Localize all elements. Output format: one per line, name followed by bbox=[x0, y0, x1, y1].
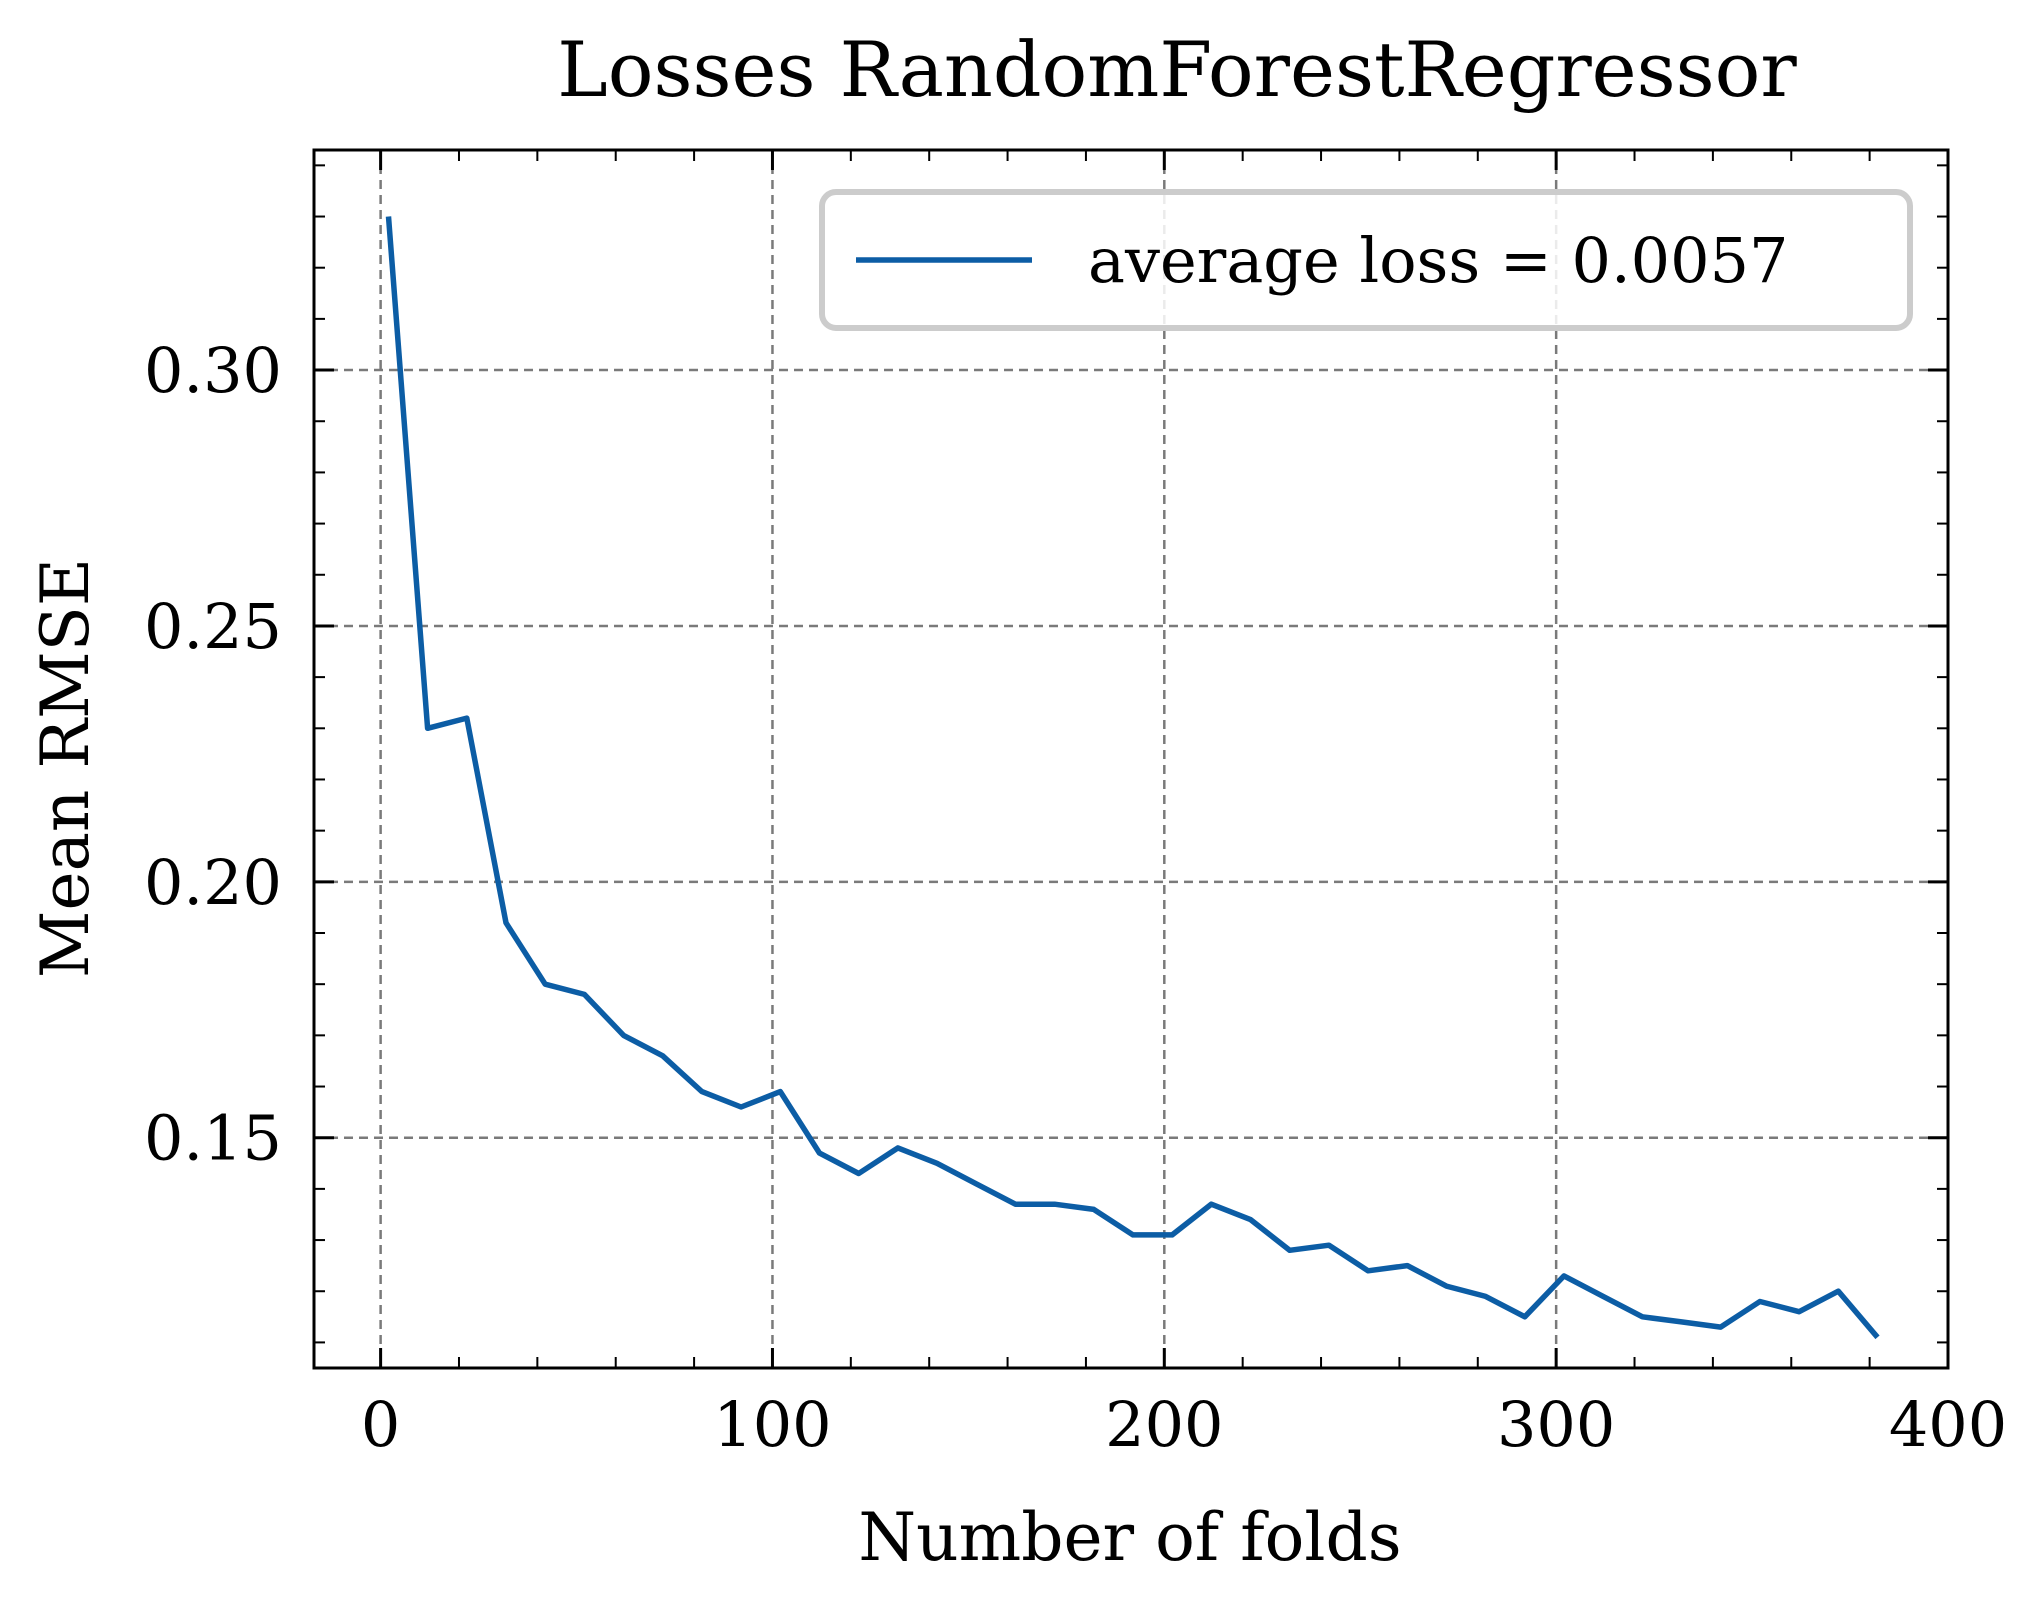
legend-label: average loss = 0.0057 bbox=[1088, 224, 1788, 297]
legend-layer: average loss = 0.0057 bbox=[819, 189, 1913, 331]
x-tick-label: 200 bbox=[1105, 1388, 1223, 1461]
y-axis-label: Mean RMSE bbox=[27, 558, 104, 978]
y-tick-label: 0.30 bbox=[144, 334, 282, 407]
y-tick-label: 0.25 bbox=[144, 590, 282, 663]
series-line bbox=[385, 216, 1880, 1340]
x-axis-label: Number of folds bbox=[858, 1499, 1401, 1576]
plot-frame bbox=[312, 148, 1950, 1370]
x-tick-label: 0 bbox=[361, 1388, 400, 1461]
axes-layer: 0 100 200 300 400 0.15 0.20 0.25 0.30 bbox=[144, 148, 2007, 1461]
y-tick-label: 0.15 bbox=[144, 1102, 282, 1175]
legend-box bbox=[819, 189, 1913, 331]
chart-title: Losses RandomForestRegressor bbox=[557, 25, 1797, 114]
series-layer bbox=[385, 216, 1880, 1340]
y-tick-label: 0.20 bbox=[144, 846, 282, 919]
x-tick-label: 100 bbox=[713, 1388, 831, 1461]
x-tick-label: 300 bbox=[1497, 1388, 1615, 1461]
grid-layer bbox=[314, 150, 1950, 1368]
x-tick-label: 400 bbox=[1889, 1388, 2007, 1461]
